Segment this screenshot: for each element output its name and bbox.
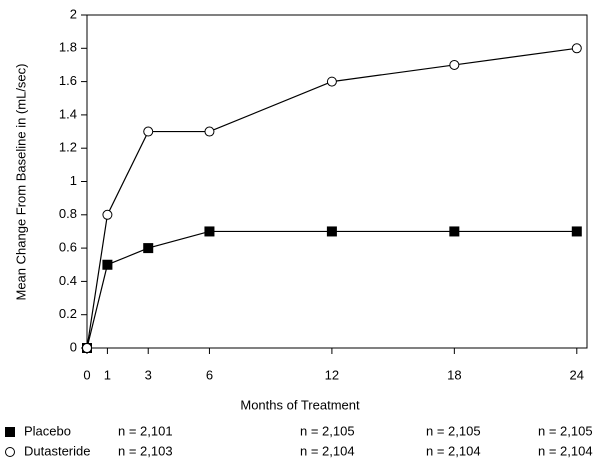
marker xyxy=(102,259,113,270)
marker xyxy=(571,226,582,237)
n-label: n = 2,105 xyxy=(538,423,593,438)
marker xyxy=(571,43,582,54)
y-tick-label: 0.2 xyxy=(59,306,77,321)
marker xyxy=(143,243,154,254)
marker xyxy=(82,343,92,353)
y-tick-label: 1.2 xyxy=(59,140,77,155)
y-tick-label: 1.6 xyxy=(59,73,77,88)
y-tick-label: 0.8 xyxy=(59,206,77,221)
x-tick-label: 3 xyxy=(145,367,152,382)
x-tick-label: 6 xyxy=(206,367,213,382)
x-axis-label: Months of Treatment xyxy=(240,397,360,412)
marker xyxy=(204,126,215,137)
n-label: n = 2,104 xyxy=(538,443,593,458)
marker xyxy=(449,59,460,70)
legend-label: Placebo xyxy=(24,423,71,438)
y-tick-label: 1.8 xyxy=(59,40,77,55)
y-axis-label: Mean Change From Baseline in (mL/sec) xyxy=(13,64,28,301)
x-tick-label: 0 xyxy=(83,367,90,382)
marker xyxy=(326,226,337,237)
marker xyxy=(326,76,337,87)
y-tick-label: 0.4 xyxy=(59,273,77,288)
n-label: n = 2,105 xyxy=(426,423,481,438)
n-label: n = 2,103 xyxy=(118,443,173,458)
n-label: n = 2,104 xyxy=(426,443,481,458)
marker xyxy=(143,126,154,137)
y-tick-label: 2 xyxy=(70,6,77,21)
n-label: n = 2,101 xyxy=(118,423,173,438)
x-tick-label: 24 xyxy=(570,367,584,382)
n-label: n = 2,105 xyxy=(300,423,355,438)
y-tick-label: 0 xyxy=(70,339,77,354)
marker xyxy=(5,427,15,437)
x-tick-label: 18 xyxy=(447,367,461,382)
legend-label: Dutasteride xyxy=(24,443,90,458)
series-line xyxy=(86,47,577,349)
y-tick-label: 1 xyxy=(70,173,77,188)
marker xyxy=(204,226,215,237)
y-tick-label: 0.6 xyxy=(59,240,77,255)
plot-frame xyxy=(86,14,588,349)
marker xyxy=(449,226,460,237)
marker xyxy=(102,209,113,220)
marker xyxy=(5,447,15,457)
series-line xyxy=(86,230,577,349)
x-tick-label: 1 xyxy=(104,367,111,382)
x-tick-label: 12 xyxy=(325,367,339,382)
n-label: n = 2,104 xyxy=(300,443,355,458)
y-tick-label: 1.4 xyxy=(59,106,77,121)
